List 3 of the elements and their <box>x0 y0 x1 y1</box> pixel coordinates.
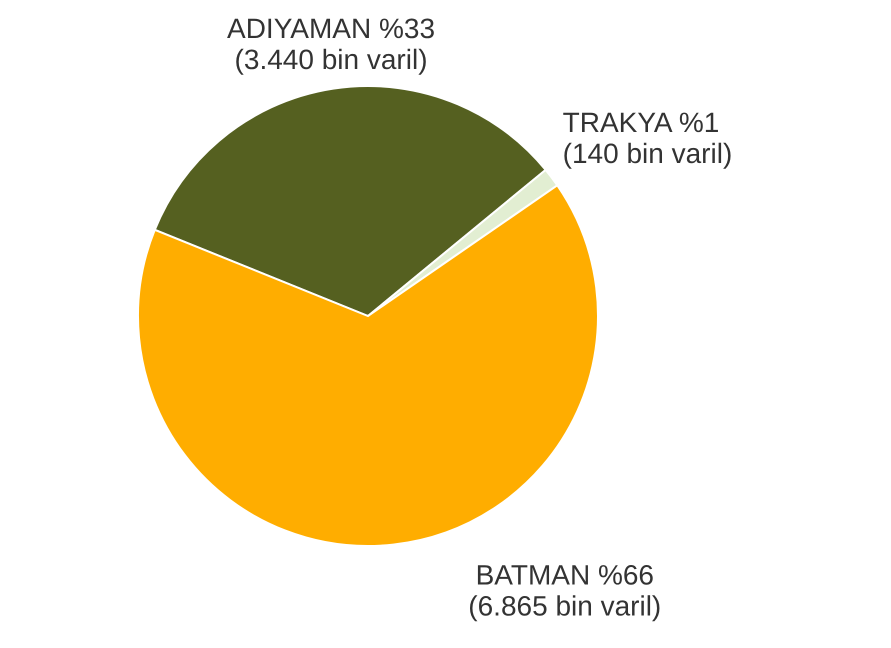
slice-label: ADIYAMAN %33 (3.440 bin varil) <box>227 13 436 76</box>
slice-label: BATMAN %66 (6.865 bin varil) <box>468 559 662 622</box>
slice-label: TRAKYA %1 (140 bin varil) <box>562 107 732 170</box>
